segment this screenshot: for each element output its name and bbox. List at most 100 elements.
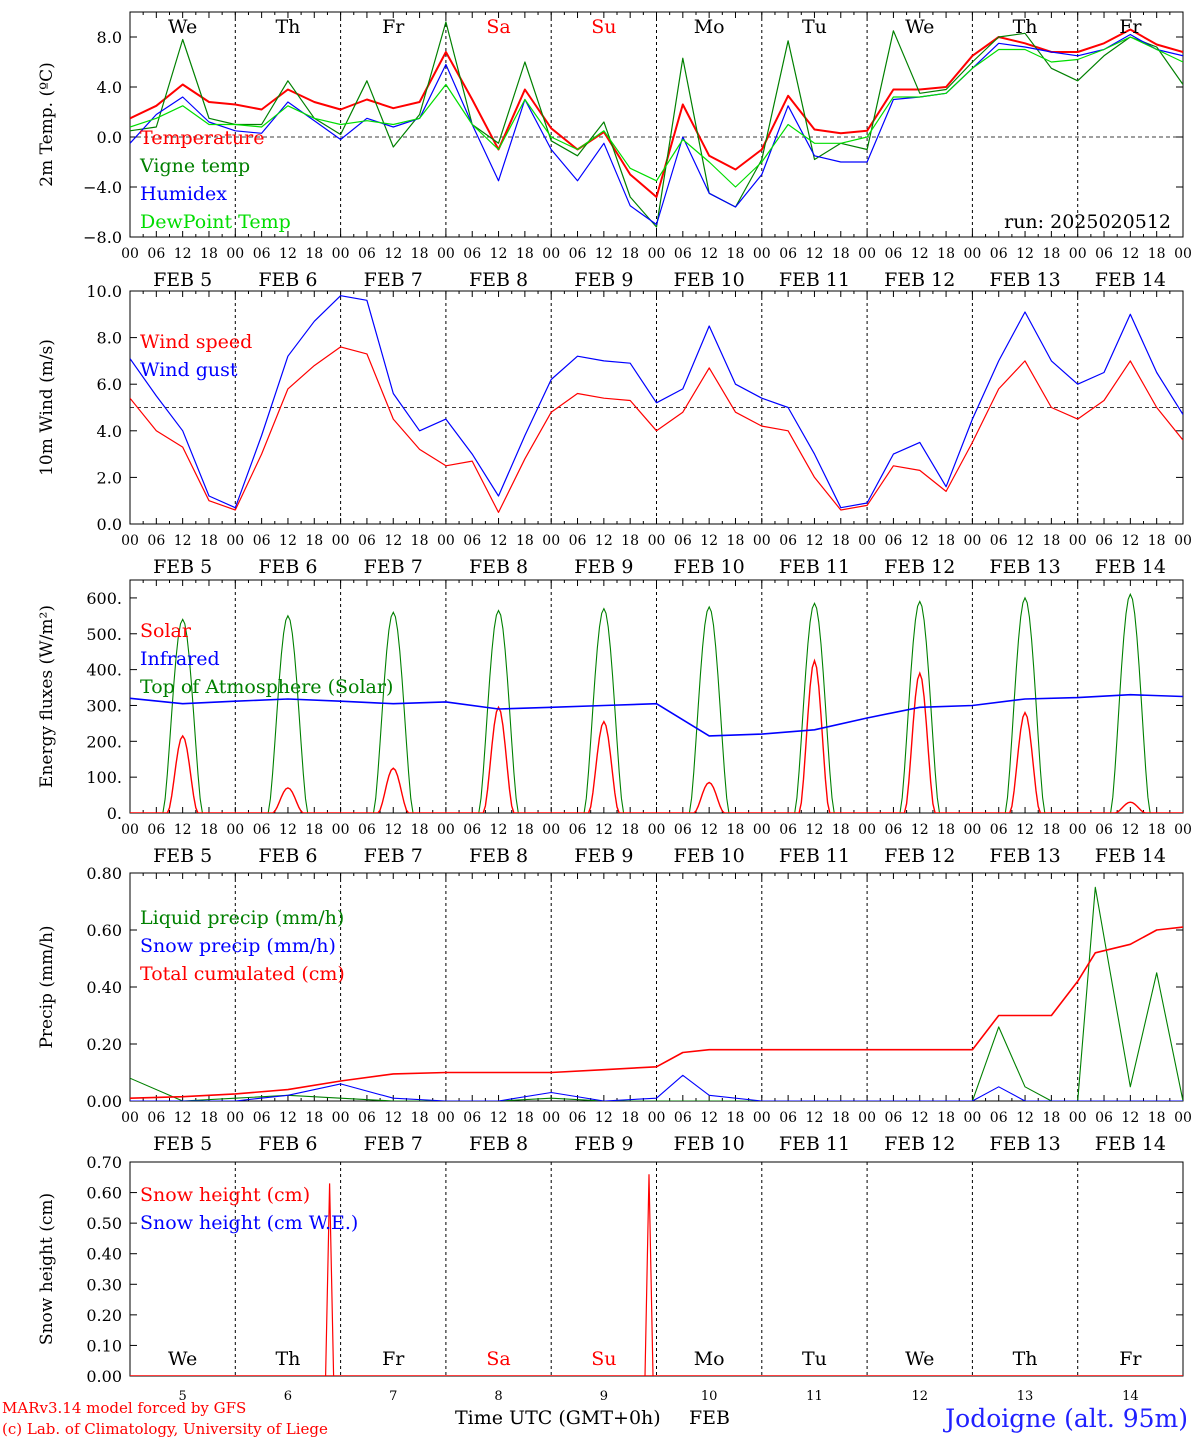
- footer: MARv3.14 model forced by GFS (c) Lab. of…: [2, 1399, 1188, 1438]
- date-label: FEB 13: [989, 556, 1060, 578]
- hour-tick-label: 06: [990, 1110, 1008, 1126]
- y-tick-label: 6.0: [97, 375, 122, 394]
- day-number: 12: [911, 1389, 928, 1404]
- day-number: 6: [284, 1389, 292, 1404]
- hour-tick-label: 06: [674, 1110, 692, 1126]
- y-tick-label: 0.60: [86, 1184, 122, 1203]
- day-name: Tu: [802, 1348, 827, 1370]
- hour-tick-label: 12: [174, 822, 192, 838]
- hour-tick-label: 00: [542, 1110, 560, 1126]
- hour-tick-label: 06: [779, 1110, 797, 1126]
- hour-tick-label: 00: [437, 246, 455, 262]
- date-label: FEB 14: [1095, 556, 1166, 578]
- run-annotation: run: 2025020512: [1004, 211, 1171, 233]
- hour-tick-label: 00: [648, 533, 666, 549]
- hour-tick-label: 12: [1016, 822, 1034, 838]
- hour-tick-label: 12: [1121, 533, 1139, 549]
- day-number: 7: [389, 1389, 397, 1404]
- hour-tick-label: 18: [832, 533, 850, 549]
- hour-tick-label: 18: [1148, 246, 1166, 262]
- legend-entry: Vigne temp: [139, 155, 250, 177]
- x-axis-month: FEB: [689, 1407, 730, 1429]
- hour-tick-label: 12: [806, 533, 824, 549]
- hour-tick-label: 00: [226, 246, 244, 262]
- hour-tick-label: 00: [437, 1110, 455, 1126]
- day-name: Sa: [486, 16, 510, 38]
- day-number: 11: [806, 1389, 823, 1404]
- hour-tick-label: 12: [384, 246, 402, 262]
- hour-tick-label: 18: [305, 1110, 323, 1126]
- station-name: Jodoigne (alt. 95m): [942, 1404, 1188, 1433]
- legend-entry: Snow precip (mm/h): [140, 935, 336, 957]
- hour-tick-label: 18: [832, 822, 850, 838]
- day-name: Th: [275, 1348, 300, 1370]
- hour-tick-label: 12: [1016, 246, 1034, 262]
- date-label: FEB 12: [884, 556, 955, 578]
- hour-tick-label: 06: [358, 822, 376, 838]
- y-axis-label: Snow height (cm): [37, 1193, 57, 1345]
- hour-tick-label: 12: [911, 533, 929, 549]
- date-label: FEB 11: [779, 269, 850, 291]
- date-label: FEB 14: [1095, 1133, 1166, 1155]
- hour-tick-label: 18: [937, 822, 955, 838]
- hour-tick-label: 00: [1174, 822, 1192, 838]
- legend-entry: Temperature: [140, 127, 264, 149]
- day-name: Th: [1013, 16, 1038, 38]
- hour-tick-label: 06: [885, 1110, 903, 1126]
- hour-tick-label: 18: [727, 822, 745, 838]
- legend-entry: DewPoint Temp: [140, 211, 291, 233]
- hour-tick-label: 12: [279, 246, 297, 262]
- hour-tick-label: 00: [226, 822, 244, 838]
- day-name: Fr: [382, 1348, 405, 1370]
- hour-tick-label: 12: [595, 1110, 613, 1126]
- hour-tick-label: 00: [1069, 533, 1087, 549]
- hour-tick-label: 06: [147, 822, 165, 838]
- hour-tick-label: 06: [674, 533, 692, 549]
- date-label: FEB 10: [674, 269, 745, 291]
- y-tick-label: 0.00: [86, 1092, 122, 1111]
- date-label: FEB 5: [153, 1133, 212, 1155]
- y-tick-label: 300.: [86, 696, 122, 715]
- hour-tick-label: 00: [753, 1110, 771, 1126]
- date-label: FEB 5: [153, 556, 212, 578]
- infrared-line: [130, 693, 1183, 737]
- hour-tick-label: 00: [963, 1110, 981, 1126]
- hour-tick-label: 00: [121, 822, 139, 838]
- hour-tick-label: 00: [1174, 1110, 1192, 1126]
- legend-entry: Wind gust: [140, 359, 238, 381]
- hour-tick-label: 06: [674, 822, 692, 838]
- day-number: 14: [1122, 1389, 1139, 1404]
- hour-tick-label: 12: [806, 246, 824, 262]
- hour-tick-label: 18: [621, 246, 639, 262]
- data-layer: [130, 886, 1183, 1101]
- day-name: Fr: [382, 16, 405, 38]
- snow-spike: [325, 1183, 335, 1376]
- date-label: FEB 10: [674, 845, 745, 867]
- hour-tick-label: 18: [516, 822, 534, 838]
- date-label: FEB 13: [989, 845, 1060, 867]
- day-number: 8: [494, 1389, 502, 1404]
- hour-tick-label: 00: [121, 1110, 139, 1126]
- hour-tick-label: 00: [542, 533, 560, 549]
- y-tick-label: 200.: [86, 732, 122, 751]
- date-label: FEB 13: [989, 1133, 1060, 1155]
- hour-tick-label: 12: [700, 1110, 718, 1126]
- hour-tick-label: 12: [490, 822, 508, 838]
- hour-tick-label: 00: [963, 246, 981, 262]
- hour-tick-label: 12: [1016, 533, 1034, 549]
- series-line: [130, 346, 1183, 514]
- hour-tick-label: 12: [174, 246, 192, 262]
- series-line: [130, 886, 1183, 1101]
- legend-entry: Infrared: [140, 648, 220, 670]
- hour-tick-label: 12: [1121, 1110, 1139, 1126]
- hour-tick-label: 12: [806, 1110, 824, 1126]
- legend-entry: Humidex: [140, 183, 227, 205]
- hour-tick-label: 18: [200, 246, 218, 262]
- hour-tick-label: 06: [885, 822, 903, 838]
- hour-tick-label: 06: [358, 1110, 376, 1126]
- y-tick-label: 0.20: [86, 1035, 122, 1054]
- date-label: FEB 9: [574, 845, 633, 867]
- day-name: Sa: [486, 1348, 510, 1370]
- hour-tick-label: 00: [332, 1110, 350, 1126]
